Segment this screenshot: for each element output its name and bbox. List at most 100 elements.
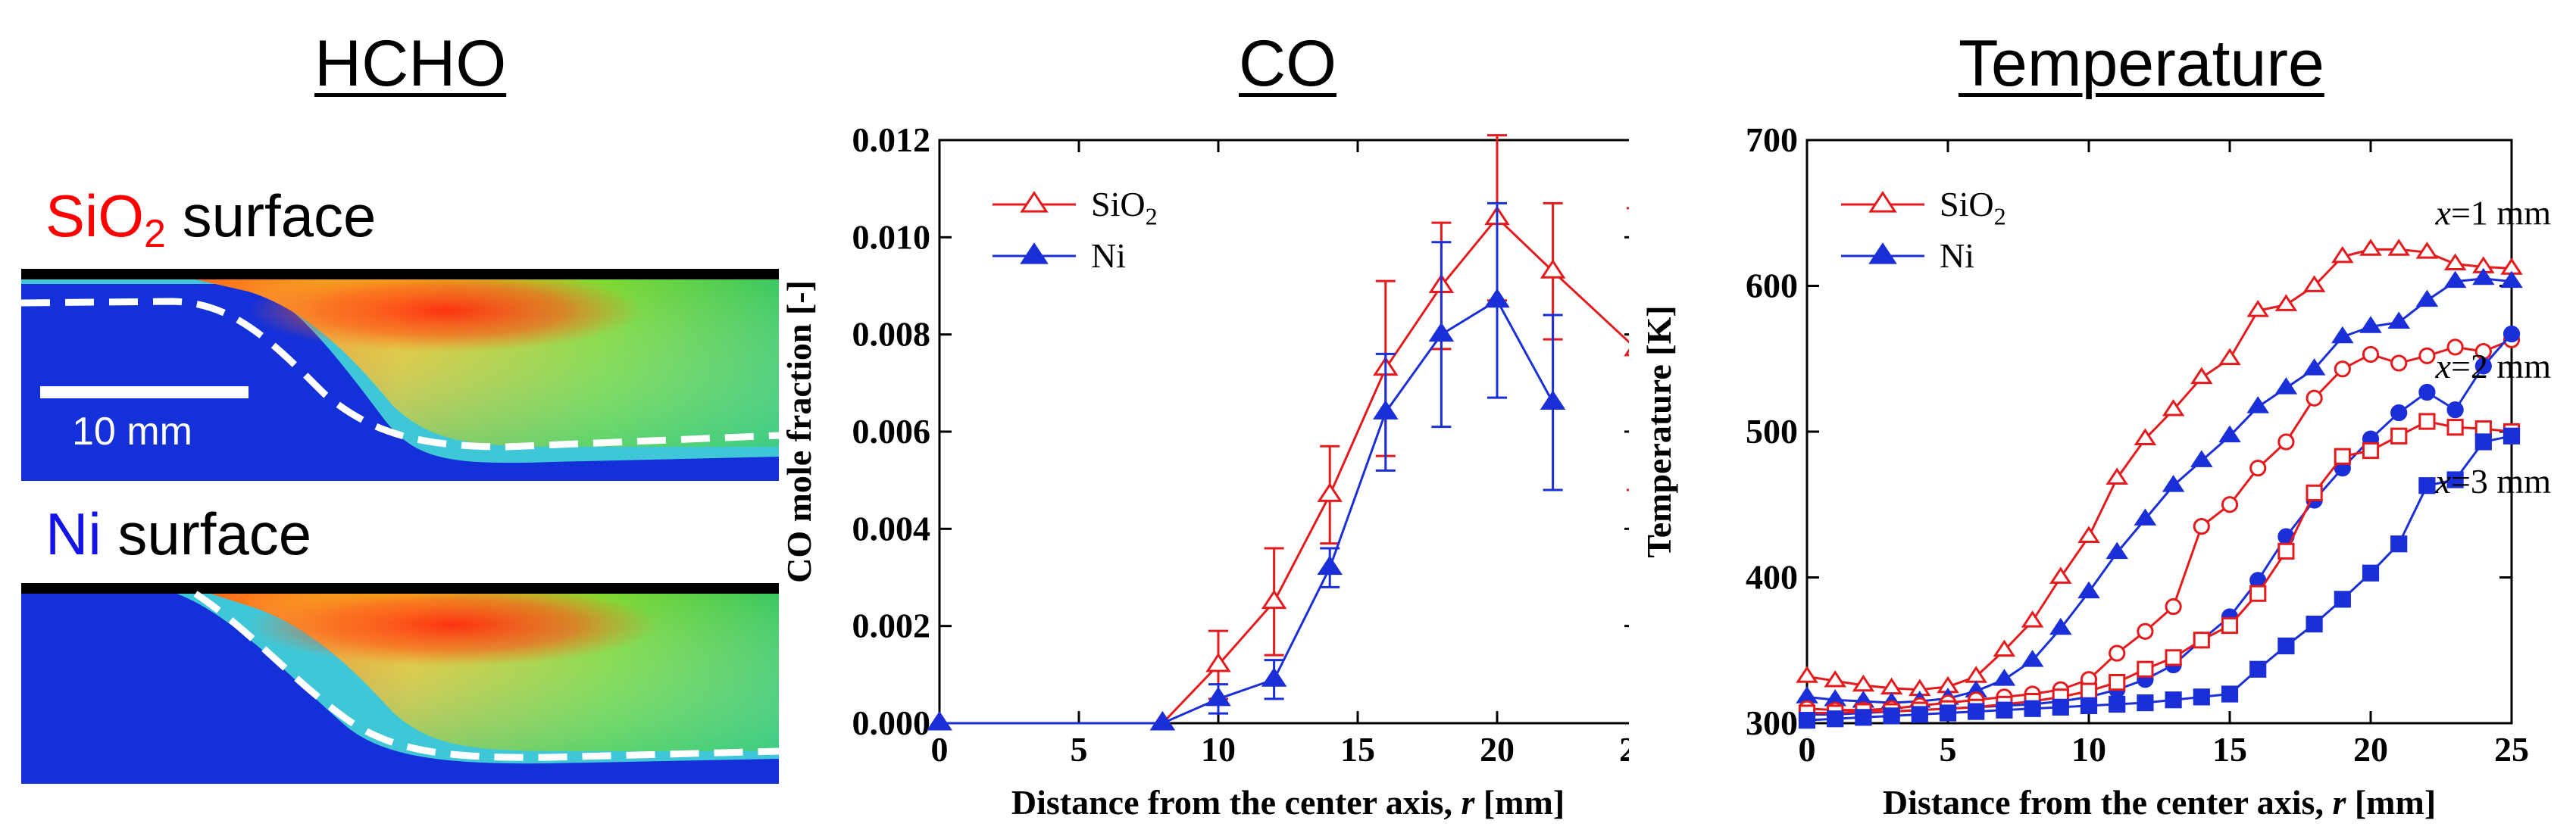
data-point	[2446, 419, 2464, 436]
data-point	[2109, 674, 2126, 691]
data-point	[2021, 610, 2044, 628]
data-point	[2109, 695, 2126, 713]
x-tick-label: 15	[2212, 730, 2247, 769]
y-tick-label: 300	[1746, 704, 1798, 742]
data-point	[2359, 316, 2382, 333]
x-tick-label: 20	[1480, 730, 1515, 769]
y-tick-label: 0.002	[852, 607, 931, 645]
curve-annotation: x=1 mm	[2435, 194, 2552, 232]
series-line	[1807, 333, 2513, 716]
data-point	[2162, 475, 2185, 492]
x-tick-label: 20	[2353, 730, 2388, 769]
x-tick-label: 25	[2494, 730, 2529, 769]
data-point	[2080, 682, 2098, 700]
data-point	[2390, 427, 2408, 445]
temperature-title: Temperature	[1959, 27, 2324, 100]
data-point	[2218, 348, 2241, 366]
data-point	[2249, 460, 2267, 477]
data-point	[2446, 401, 2464, 419]
ni-label-formula: Ni	[45, 501, 102, 567]
data-point	[2503, 427, 2521, 445]
data-point	[2193, 688, 2210, 706]
data-point	[1205, 686, 1231, 707]
data-point	[1796, 686, 1818, 704]
data-point	[2165, 597, 2182, 616]
data-point	[1883, 707, 1900, 725]
y-tick-label: 0.008	[852, 315, 931, 354]
data-point	[2246, 300, 2269, 317]
temperature-chart: 0 5 10 15 20 25 300 400 500 600 700 Distance from t…	[1640, 120, 2552, 822]
data-point	[2165, 691, 2182, 709]
data-point	[1796, 666, 1818, 683]
y-axis-label: CO mole fraction [-]	[780, 280, 818, 583]
data-point	[2190, 367, 2213, 385]
data-point	[2080, 697, 2098, 714]
data-point	[1968, 703, 1985, 720]
ni-surface-label: Ni surface	[45, 500, 311, 569]
y-tick-label: 0.000	[852, 704, 931, 742]
data-point	[2106, 467, 2128, 485]
x-tick-label: 10	[2071, 730, 2106, 769]
data-point	[1317, 555, 1343, 576]
data-point	[2193, 632, 2210, 649]
data-point	[2359, 239, 2382, 256]
y-tick-label: 500	[1746, 412, 1798, 451]
x-axis-label: Distance from the center axis, r [mm]	[1011, 783, 1565, 822]
data-point	[2302, 358, 2326, 376]
data-point	[1824, 670, 1846, 688]
x-tick-label: 10	[1201, 730, 1236, 769]
data-point	[2021, 650, 2044, 667]
data-point	[1996, 701, 2013, 719]
data-point	[1540, 390, 1566, 410]
hcho-title: HCHO	[314, 27, 507, 100]
data-point	[1911, 706, 1928, 723]
data-point	[2443, 253, 2467, 270]
data-point	[2249, 585, 2267, 602]
sio2-label-text: surface	[165, 183, 377, 249]
data-point	[2218, 425, 2241, 443]
data-point	[1484, 288, 1510, 308]
sio2-label-formula: SiO	[45, 183, 145, 249]
y-axis-label: Temperature [K]	[1640, 305, 1678, 557]
x-axis-label: Distance from the center axis, r [mm]	[1883, 783, 2436, 822]
data-point	[2052, 698, 2069, 716]
data-point	[2137, 660, 2154, 678]
data-point	[2249, 660, 2267, 678]
data-point	[2106, 541, 2128, 560]
data-point	[2277, 542, 2295, 560]
scale-bar	[40, 386, 249, 398]
x-tick-label: 25	[1619, 730, 1629, 769]
x-tick-label: 5	[1940, 730, 1957, 769]
data-point	[2306, 389, 2323, 407]
y-tick-label: 0.006	[852, 412, 931, 451]
data-point	[2500, 270, 2523, 289]
data-point	[1993, 639, 2016, 657]
data-point	[2274, 294, 2298, 311]
data-point	[2274, 377, 2298, 395]
data-point	[2474, 357, 2492, 375]
data-point	[1855, 709, 1872, 726]
data-point	[2193, 518, 2210, 535]
ni-label-text: surface	[101, 501, 312, 567]
legend-marker	[1868, 242, 1897, 264]
data-point	[2162, 398, 2185, 416]
data-point	[927, 710, 952, 731]
data-point	[2277, 637, 2295, 655]
data-point	[2134, 508, 2157, 526]
data-point	[1428, 322, 1455, 342]
data-point	[1939, 704, 1957, 722]
data-point	[2049, 566, 2072, 584]
data-point	[1261, 589, 1287, 610]
data-point	[2024, 700, 2041, 717]
co-title: CO	[1239, 27, 1336, 100]
data-point	[2306, 484, 2323, 501]
data-point	[2418, 413, 2436, 430]
series-line	[1806, 435, 2512, 722]
data-point	[2390, 404, 2408, 422]
data-point	[2190, 450, 2213, 467]
data-point	[2474, 433, 2492, 451]
data-point	[2077, 526, 2100, 543]
data-point	[2503, 325, 2521, 343]
data-point	[1373, 400, 1399, 420]
data-point	[2134, 428, 2157, 445]
